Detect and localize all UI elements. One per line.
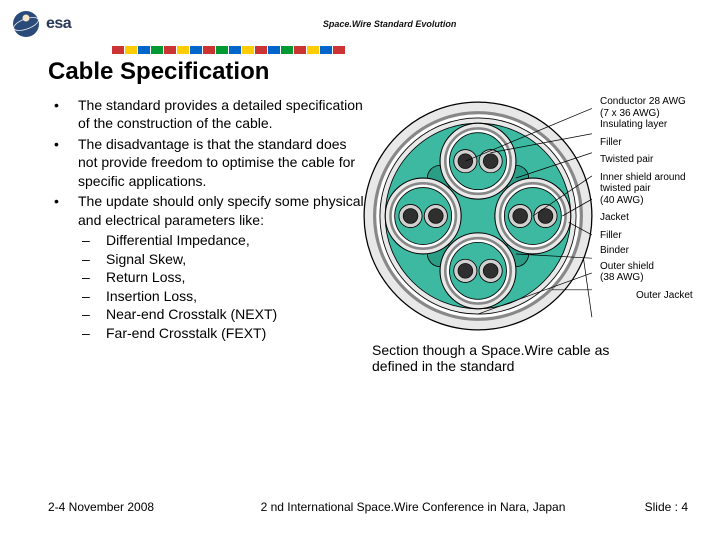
diagram-area: Conductor 28 AWG(7 x 36 AWG)Insulating l…: [372, 96, 712, 342]
sub-bullet-text: Far-end Crosstalk (FEXT): [106, 324, 266, 342]
footer-date: 2-4 November 2008: [48, 500, 258, 514]
flag-icon: [307, 46, 319, 54]
sub-bullet-text: Insertion Loss,: [106, 287, 197, 305]
sub-bullet-marker: –: [82, 324, 92, 342]
label-binder: Binder: [600, 245, 714, 257]
label-filler: Filler: [600, 137, 714, 149]
slide-title: Cable Specification: [0, 48, 720, 86]
flag-icon: [268, 46, 280, 54]
flag-icon: [242, 46, 254, 54]
cable-cross-section-diagram: [362, 100, 594, 332]
flag-icon: [203, 46, 215, 54]
sub-bullet-text: Return Loss,: [106, 268, 185, 286]
footer-slide-number: Slide : 4: [568, 500, 688, 514]
flag-icon: [294, 46, 306, 54]
footer-conference: 2 nd International Space.Wire Conference…: [258, 500, 568, 514]
logo-text: esa: [46, 15, 71, 33]
diagram-caption: Section though a Space.Wire cable as def…: [372, 342, 612, 374]
label-insulating: Insulating layer: [600, 119, 714, 131]
sub-bullet-item: –Near-end Crosstalk (NEXT): [54, 305, 364, 323]
bullet-item: • The disadvantage is that the standard d…: [54, 135, 364, 190]
bullet-text: The disadvantage is that the standard do…: [78, 135, 364, 190]
sub-bullet-marker: –: [82, 231, 92, 249]
flag-icon: [164, 46, 176, 54]
header: esa Space.Wire Standard Evolution: [0, 0, 720, 48]
flag-icon: [151, 46, 163, 54]
bullet-item: • The standard provides a detailed specif…: [54, 96, 364, 133]
bullet-text: The update should only specify some phys…: [78, 192, 364, 229]
esa-orb-icon: [12, 10, 40, 38]
label-twisted-pair: Twisted pair: [600, 154, 714, 166]
country-flags: [112, 46, 345, 54]
sub-bullet-marker: –: [82, 268, 92, 286]
flag-icon: [216, 46, 228, 54]
bullet-list: • The standard provides a detailed specif…: [54, 96, 364, 342]
flag-icon: [255, 46, 267, 54]
sub-bullet-marker: –: [82, 305, 92, 323]
label-jacket: Jacket: [600, 212, 714, 224]
sub-bullet-text: Near-end Crosstalk (NEXT): [106, 305, 277, 323]
flag-icon: [125, 46, 137, 54]
content: • The standard provides a detailed specif…: [0, 86, 720, 342]
logo: esa: [12, 10, 71, 38]
sub-bullet-text: Differential Impedance,: [106, 231, 250, 249]
bullet-item: • The update should only specify some phy…: [54, 192, 364, 229]
sub-bullet-marker: –: [82, 287, 92, 305]
sub-bullet-item: –Return Loss,: [54, 268, 364, 286]
bullet-marker: •: [54, 135, 64, 190]
sub-bullet-item: –Far-end Crosstalk (FEXT): [54, 324, 364, 342]
label-outer-shield: Outer shield(38 AWG): [600, 261, 714, 284]
flag-icon: [281, 46, 293, 54]
diagram-labels: Conductor 28 AWG(7 x 36 AWG)Insulating l…: [600, 96, 714, 307]
bullet-marker: •: [54, 96, 64, 133]
sub-bullet-item: –Signal Skew,: [54, 250, 364, 268]
flag-icon: [190, 46, 202, 54]
flag-icon: [112, 46, 124, 54]
label-outer-jacket: Outer Jacket: [636, 290, 714, 302]
flag-icon: [177, 46, 189, 54]
sub-bullet-item: –Differential Impedance,: [54, 231, 364, 249]
bullet-marker: •: [54, 192, 64, 229]
flag-icon: [138, 46, 150, 54]
flag-icon: [333, 46, 345, 54]
sub-bullet-item: –Insertion Loss,: [54, 287, 364, 305]
label-filler: Filler: [600, 230, 714, 242]
label-inner-shield: Inner shield around twisted pair(40 AWG): [600, 172, 714, 207]
sub-bullet-text: Signal Skew,: [106, 250, 186, 268]
bullet-text: The standard provides a detailed specifi…: [78, 96, 364, 133]
sub-bullet-marker: –: [82, 250, 92, 268]
footer: 2-4 November 2008 2 nd International Spa…: [0, 500, 720, 514]
label-conductor: Conductor 28 AWG(7 x 36 AWG): [600, 96, 714, 119]
header-title: Space.Wire Standard Evolution: [71, 19, 708, 29]
flag-icon: [229, 46, 241, 54]
flag-icon: [320, 46, 332, 54]
